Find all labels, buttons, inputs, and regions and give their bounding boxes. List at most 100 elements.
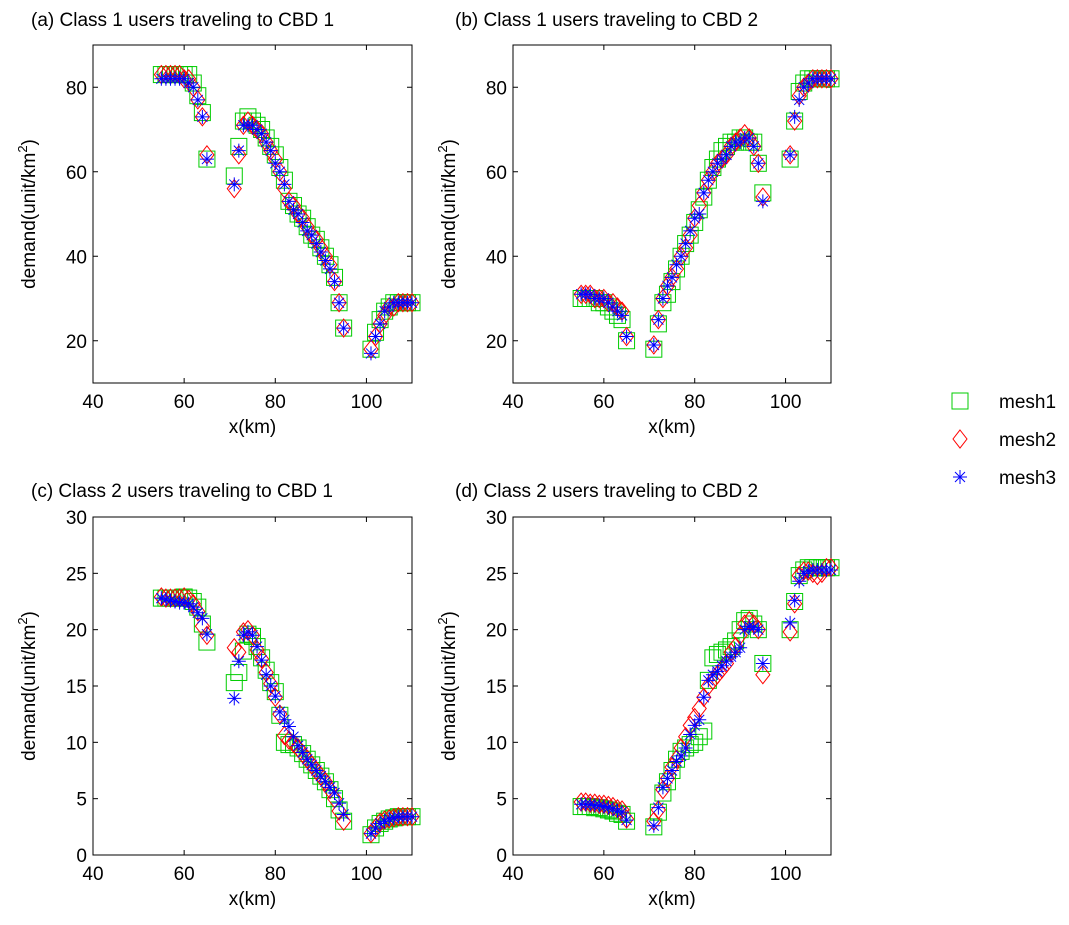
data-point	[263, 679, 278, 693]
data-point	[792, 92, 807, 107]
data-point	[332, 796, 347, 811]
data-point	[236, 628, 251, 643]
subplot-title: (c) Class 2 users traveling to CBD 1	[31, 481, 333, 502]
data-point	[231, 654, 246, 669]
data-point	[755, 656, 770, 671]
data-point	[755, 664, 771, 685]
data-point	[792, 574, 807, 589]
data-point	[195, 611, 210, 626]
data-point	[254, 126, 269, 141]
data-point	[227, 177, 242, 192]
subplot-title: (b) Class 1 users traveling to CBD 2	[455, 10, 758, 31]
data-point	[701, 673, 716, 688]
data-point	[373, 316, 388, 331]
data-point	[610, 804, 625, 819]
data-point	[177, 595, 192, 610]
subplot-4: (d) Class 2 users traveling to CBD 2 40 60…	[435, 481, 840, 910]
y-tick-label: 10	[66, 733, 87, 754]
data-point	[158, 592, 173, 607]
subplot-title: (d) Class 2 users traveling to CBD 2	[455, 481, 758, 502]
axes-box	[512, 44, 832, 384]
data-point	[705, 164, 720, 179]
data-point	[705, 667, 720, 682]
x-tick-label: 60	[593, 864, 614, 885]
data-point	[199, 625, 215, 646]
data-point	[583, 797, 598, 812]
subplot-title: (a) Class 1 users traveling to CBD 1	[31, 10, 334, 31]
y-axis-label: demand(unit/km2)	[15, 611, 40, 761]
data-point	[186, 80, 201, 95]
data-point	[250, 639, 265, 654]
data-point	[824, 562, 838, 577]
data-point	[272, 704, 287, 719]
legend-marker-mesh1	[951, 392, 969, 410]
data-point	[719, 147, 734, 162]
data-point	[751, 622, 766, 637]
data-point	[331, 292, 347, 313]
y-tick-label: 25	[486, 564, 507, 585]
data-point	[787, 109, 802, 124]
data-point	[678, 740, 693, 755]
data-point	[405, 295, 419, 310]
y-tick-label: 0	[496, 846, 507, 867]
data-point	[660, 278, 675, 293]
legend-label-mesh3: mesh3	[999, 468, 1056, 489]
data-point	[690, 728, 708, 746]
data-point	[231, 145, 247, 165]
data-point	[275, 733, 293, 751]
data-point	[782, 145, 798, 165]
data-point	[596, 799, 611, 814]
y-tick-label: 25	[66, 564, 87, 585]
x-axis-label: x(km)	[648, 417, 695, 438]
data-point	[665, 763, 679, 778]
data-point	[336, 807, 351, 822]
data-point	[386, 810, 401, 825]
data-point	[787, 111, 803, 131]
data-point	[240, 624, 255, 639]
data-point	[304, 228, 319, 243]
data-point	[746, 139, 761, 154]
data-point	[336, 318, 352, 338]
data-point	[787, 593, 802, 608]
data-point	[268, 689, 283, 704]
data-point	[674, 249, 689, 264]
data-point	[687, 718, 702, 733]
data-point	[701, 173, 716, 188]
data-point	[227, 691, 242, 706]
y-tick-label: 20	[66, 332, 87, 353]
data-point	[195, 109, 210, 124]
y-tick-label: 5	[76, 790, 87, 811]
y-tick-label: 80	[486, 78, 507, 99]
data-point	[782, 622, 798, 642]
data-point	[668, 259, 685, 279]
data-point	[272, 164, 287, 179]
data-point	[259, 135, 274, 150]
data-point	[295, 745, 310, 760]
data-point	[225, 674, 243, 692]
x-tick-label: 80	[265, 392, 286, 413]
legend-label-mesh1: mesh1	[999, 392, 1056, 413]
data-point	[646, 335, 662, 355]
data-point	[669, 257, 684, 272]
data-point	[268, 156, 283, 171]
x-tick-label: 60	[593, 392, 614, 413]
x-tick-label: 40	[82, 864, 103, 885]
data-point	[746, 620, 761, 635]
legend-label-mesh2: mesh2	[999, 430, 1056, 451]
data-point	[194, 107, 211, 127]
data-point	[683, 727, 698, 742]
y-tick-label: 40	[486, 247, 507, 268]
axes-box	[92, 44, 413, 384]
data-point	[263, 143, 278, 158]
x-tick-label: 40	[502, 864, 523, 885]
data-point	[660, 771, 675, 786]
data-point	[281, 719, 296, 734]
data-point	[363, 826, 378, 841]
data-point	[650, 800, 667, 820]
y-axis-label: demand(unit/km2)	[435, 139, 460, 289]
x-tick-label: 100	[351, 864, 383, 885]
data-point	[326, 271, 343, 292]
data-point	[286, 729, 301, 744]
data-point	[742, 619, 757, 634]
data-point	[655, 291, 670, 306]
